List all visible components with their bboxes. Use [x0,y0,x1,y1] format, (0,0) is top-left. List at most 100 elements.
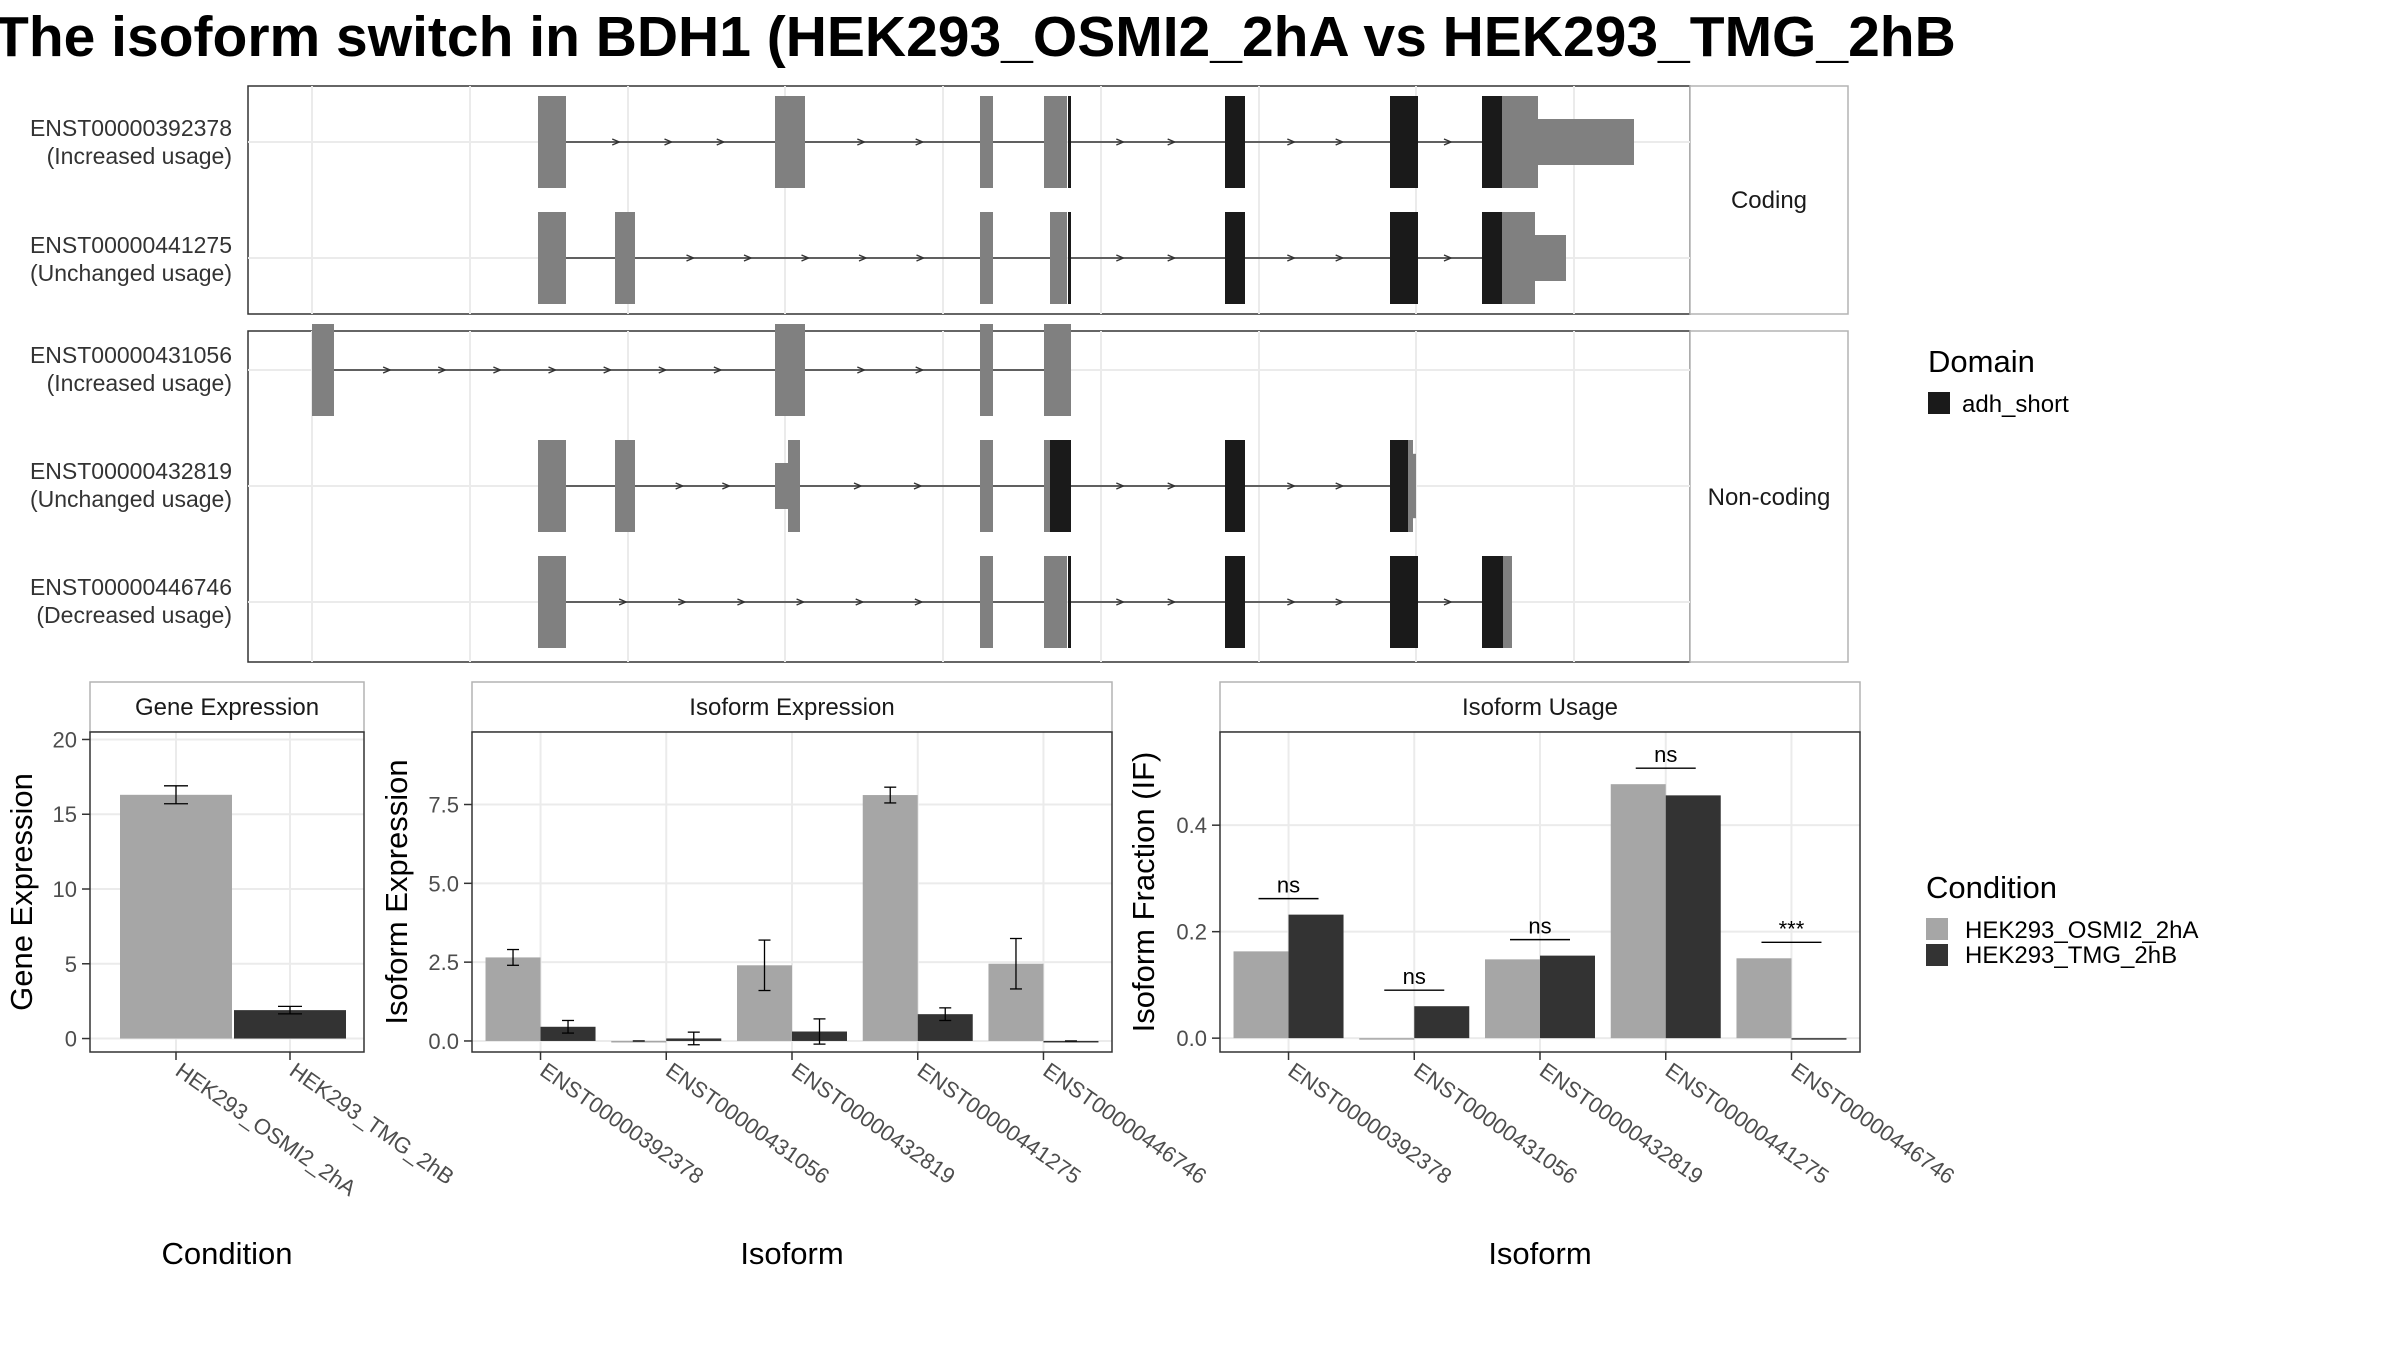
isoform-usage-ytick-label: 0.2 [1176,920,1207,945]
exon-block [538,96,566,188]
transcript-track [538,96,1634,188]
domain-legend: Domain adh_short [1928,344,2069,418]
domain-segment [1068,96,1071,188]
exon-block [1503,556,1512,648]
domain-segment [1225,556,1245,648]
exon-block [1050,212,1067,304]
transcript-id-label: ENST00000392378 [30,115,232,141]
legend-label-adh-short: adh_short [1962,391,2069,418]
exon-block [312,324,334,416]
exon-block [538,556,566,648]
transcript-usage-label: (Decreased usage) [36,602,232,628]
isoform-expression-ytick-label: 7.5 [428,793,459,818]
transcript-usage-label: (Unchanged usage) [30,486,232,512]
legend-key-cond2 [1926,944,1948,966]
isoform-usage-bar [1288,914,1344,1039]
domain-segment [1390,440,1408,532]
intron-arrow [722,482,732,490]
domain-segment [1482,212,1502,304]
intron-arrow [1116,598,1126,606]
condition-legend-title: Condition [1926,870,2057,905]
intron-arrow [796,598,806,606]
intron-arrow [914,598,924,606]
transcript-id-label: ENST00000441275 [30,232,232,258]
isoform-usage-xlabel: Isoform [1488,1236,1591,1271]
transcript-tracks [312,96,1634,648]
facet-label-noncoding: Non-coding [1708,484,1831,511]
intron-arrow [916,254,926,262]
intron-arrow [1116,254,1126,262]
coding-strip [1689,85,1849,315]
domain-segment [1225,440,1245,532]
intron-arrow [618,598,628,606]
isoform-expression-bars [485,786,1099,1046]
domain-segment [1390,96,1418,188]
isoform-usage-bar [1359,1038,1415,1040]
intron-arrow [1287,254,1297,262]
isoform-expression-xlabel: Isoform [740,1236,843,1271]
isoform-usage-bar [1540,955,1595,1039]
transcript-track [538,556,1512,648]
isoform-expression-bar [485,957,541,1041]
intron-arrow [1167,482,1177,490]
exon-block [1044,96,1067,188]
isoform-expression-bar [862,795,918,1041]
intron-arrow [1335,138,1345,146]
facet-label-coding: Coding [1731,187,1807,214]
intron-arrow [493,366,503,374]
isoform-usage-bars: ns ns ns ns *** [1233,742,1847,1040]
exon-block [538,440,566,532]
exon-block [980,556,993,648]
exon-block [538,212,566,304]
isoform-expression-bar [540,1026,596,1041]
exon-block [775,463,788,509]
isoform-expression-bar [1043,1040,1099,1043]
intron-arrow [603,366,613,374]
exon-block [1535,235,1566,281]
exon-block [775,96,805,188]
gene-expression-ylabel: Gene Expression [4,773,39,1011]
exon-block [1413,453,1416,519]
intron-arrow [1443,598,1453,606]
intron-arrow [1167,138,1177,146]
domain-legend-title: Domain [1928,344,2035,379]
intron-arrow [913,482,923,490]
gene-expression-bars [120,785,346,1039]
isoform-usage-ylabel: Isoform Fraction (IF) [1126,752,1161,1033]
intron-arrow [1335,254,1345,262]
transcript-track [538,440,1416,532]
legend-label-cond1: HEK293_OSMI2_2hA [1965,917,2198,944]
isoform-expression-strip [471,681,1113,733]
transcript-track [312,324,1071,416]
transcript-track [538,212,1566,304]
legend-key-adh-short [1928,392,1950,414]
figure-title: The isoform switch in BDH1 (HEK293_OSMI2… [0,5,1956,69]
intron-arrow [548,366,558,374]
intron-arrow [857,366,867,374]
exon-block [615,212,635,304]
noncoding-panel-frame [247,330,1691,663]
transcript-id-label: ENST00000432819 [30,458,232,484]
transcript-id-label: ENST00000431056 [30,342,232,368]
domain-segment [1482,96,1502,188]
isoform-expression-strip-label: Isoform Expression [689,694,894,721]
domain-segment [1390,556,1418,648]
legend-key-cond1 [1926,918,1948,940]
gene-expression-bar [120,794,232,1039]
transcript-id-label: ENST00000446746 [30,574,232,600]
domain-segment [1225,96,1245,188]
exon-block [775,324,805,416]
isoform-usage-strip [1219,681,1861,733]
noncoding-strip [1689,330,1849,663]
exon-block [980,440,993,532]
intron-arrow [675,482,685,490]
exon-block [1502,96,1538,188]
domain-segment [1068,212,1071,304]
intron-arrow [1335,482,1345,490]
intron-arrow [853,482,863,490]
intron-arrow [1287,138,1297,146]
gene-expression-ytick-label: 20 [53,727,77,752]
legend-label-cond2: HEK293_TMG_2hB [1965,942,2177,969]
gene-expression-bar [234,1010,346,1039]
